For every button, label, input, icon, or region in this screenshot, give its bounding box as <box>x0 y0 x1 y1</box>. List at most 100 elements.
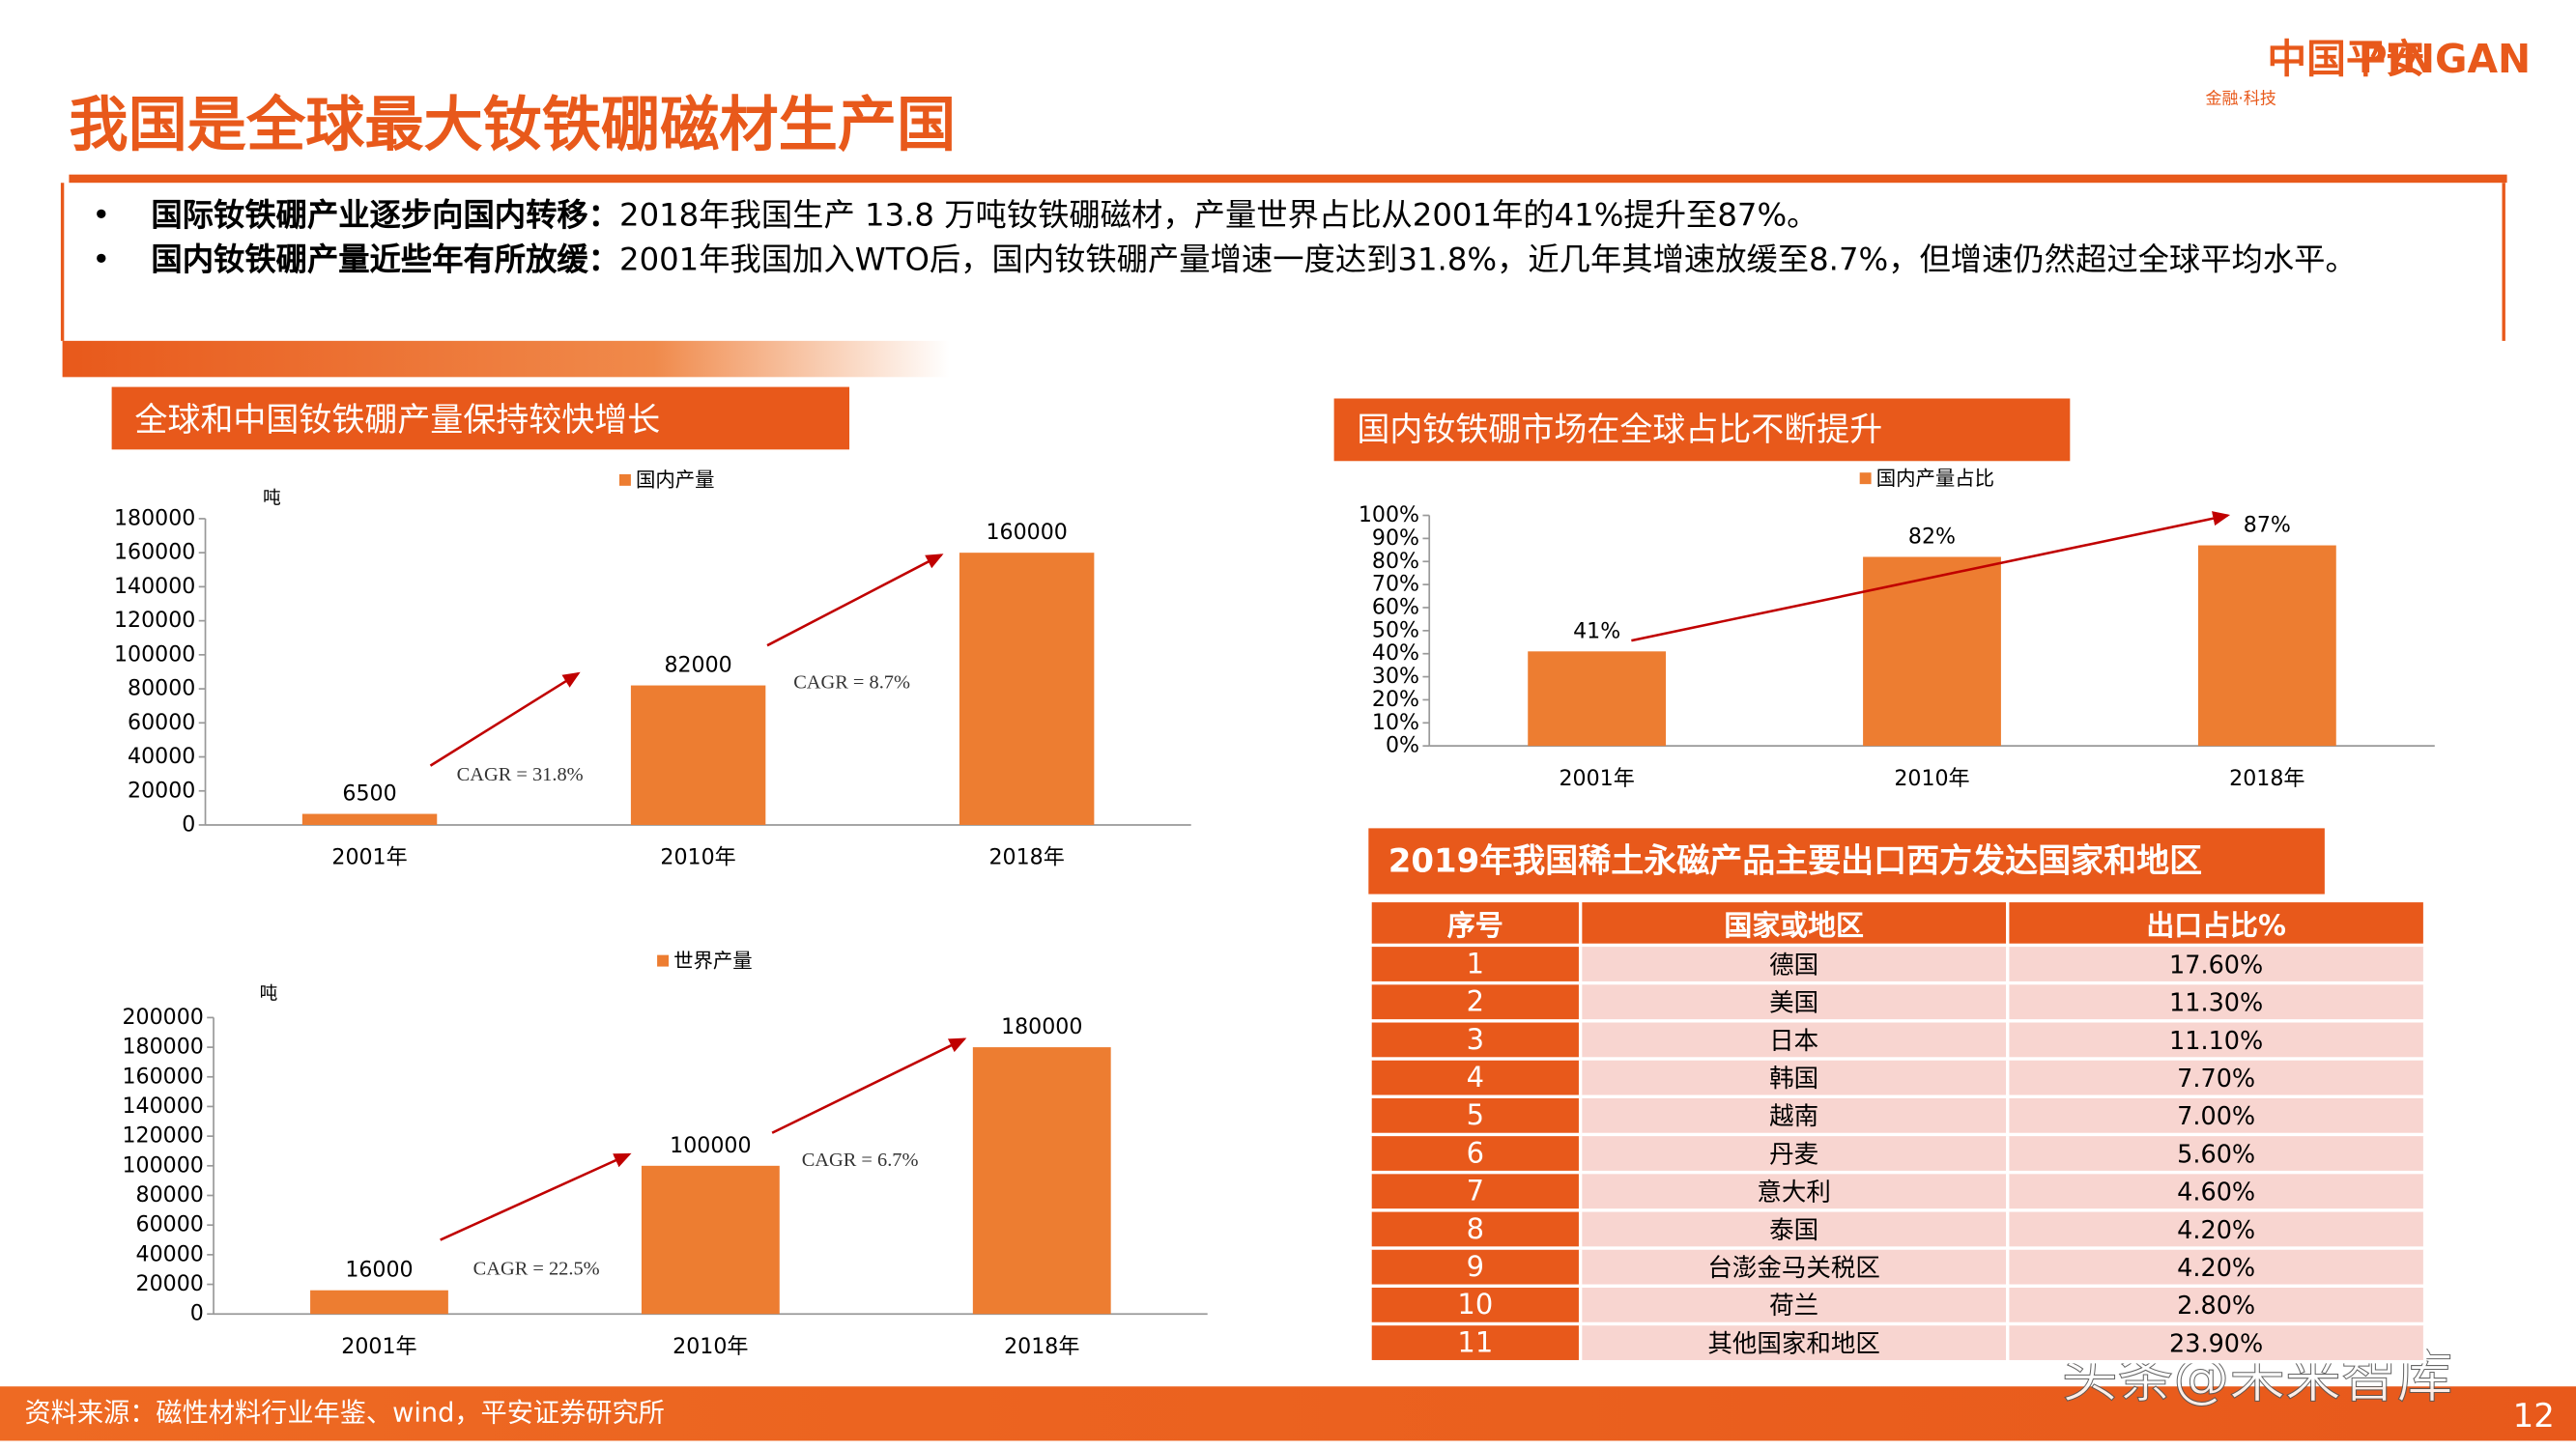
table-cell: 美国 <box>1578 980 2010 1023</box>
table-row: 3 日本 11.10% <box>1368 1019 2427 1061</box>
table-row: 11 其他国家和地区 23.90% <box>1368 1321 2427 1364</box>
cagr-annotation: CAGR = 31.8% <box>457 764 584 785</box>
y-tick-label: 60000 <box>136 1212 204 1237</box>
table-cell: 2 <box>1368 980 1583 1023</box>
table-cell: 11.10% <box>2006 1019 2427 1061</box>
page-title: 我国是全球最大钕铁硼磁材生产国 <box>69 90 956 159</box>
value-label: 16000 <box>345 1258 413 1283</box>
table-cell: 越南 <box>1578 1094 2010 1137</box>
bullet-lead: 国内钕铁硼产量近些年有所放缓： <box>151 242 620 279</box>
logo-tagline: 金融·科技 <box>2205 89 2275 108</box>
bullet-lead: 国际钕铁硼产业逐步向国内转移： <box>151 197 620 235</box>
y-tick-label: 20000 <box>128 778 195 803</box>
y-tick-label: 20000 <box>136 1271 204 1296</box>
legend-swatch <box>657 954 670 967</box>
x-tick-label: 2001年 <box>1559 766 1634 791</box>
table-cell: 11.30% <box>2006 980 2427 1023</box>
y-tick-label: 80000 <box>136 1182 204 1208</box>
bar <box>959 553 1095 825</box>
table-cell: 意大利 <box>1578 1170 2010 1212</box>
y-tick-label: 100% <box>1359 502 1419 527</box>
value-label: 82% <box>1908 525 1956 550</box>
table-cell: 1 <box>1368 943 1583 985</box>
section-banner <box>1333 398 2071 462</box>
table-cell: 7 <box>1368 1170 1583 1212</box>
table-cell: 23.90% <box>2006 1321 2427 1364</box>
trend-arrow <box>429 671 581 767</box>
y-tick-label: 40000 <box>128 744 195 769</box>
logo-name: 中国平安 <box>2267 36 2424 82</box>
y-tick-label: 0% <box>1386 733 1419 758</box>
table-header-row: 序号 国家或地区 出口占比% <box>1368 898 2427 948</box>
x-tick-label: 2018年 <box>988 845 1064 870</box>
y-tick-label: 140000 <box>114 574 195 599</box>
table-row: 10 荷兰 2.80% <box>1368 1284 2427 1326</box>
table-cell: 11 <box>1368 1321 1583 1364</box>
y-tick-label: 80% <box>1372 549 1419 574</box>
bar <box>301 813 438 825</box>
page-number: 12 <box>2513 1397 2555 1435</box>
table-row: 5 越南 7.00% <box>1368 1094 2427 1137</box>
table-cell: 6 <box>1368 1132 1583 1175</box>
y-tick-label: 0 <box>182 811 195 837</box>
table-cell: 7.00% <box>2006 1094 2427 1137</box>
bullet-item: 国内钕铁硼产量近些年有所放缓：2001年我国加入WTO后，国内钕铁硼产量增速一度… <box>85 239 2467 283</box>
table-cell: 7.70% <box>2006 1057 2427 1098</box>
unit-label: 吨 <box>263 489 281 509</box>
x-tick-label: 2010年 <box>1894 766 1969 791</box>
table-cell: 泰国 <box>1578 1208 2010 1250</box>
table-row: 7 意大利 4.60% <box>1368 1170 2427 1212</box>
x-tick-label: 2018年 <box>2229 766 2304 791</box>
unit-label: 吨 <box>260 984 278 1005</box>
bullets: 国际钕铁硼产业逐步向国内转移：2018年我国生产 13.8 万吨钕铁硼磁材，产量… <box>85 194 2467 283</box>
value-label: 6500 <box>342 781 396 807</box>
table-cell: 4.20% <box>2006 1208 2427 1250</box>
y-tick-label: 30% <box>1372 664 1419 689</box>
table-cell: 台澎金马关税区 <box>1578 1246 2010 1288</box>
table-cell: 17.60% <box>2006 943 2427 985</box>
y-tick-label: 120000 <box>114 608 195 633</box>
bullet-box <box>60 183 2505 341</box>
bullet-text: 2001年我国加入WTO后，国内钕铁硼产量增速一度达到31.8%，近几年其增速放… <box>619 242 2357 279</box>
value-label: 82000 <box>664 653 731 678</box>
table-cell: 5 <box>1368 1094 1583 1137</box>
table-title: 2019年我国稀土永磁产品主要出口西方发达国家和地区 <box>1388 842 2202 881</box>
export-table: 序号 国家或地区 出口占比% 1 德国 17.60% 2 美国 11.30% 3 日本 11.10% 4… <box>1368 898 2427 1364</box>
x-tick-label: 2010年 <box>673 1334 748 1359</box>
title-rule <box>69 174 2507 184</box>
x-tick-label: 2010年 <box>660 845 735 870</box>
table-cell: 4 <box>1368 1057 1583 1098</box>
table-cell: 3 <box>1368 1019 1583 1061</box>
value-label: 100000 <box>670 1133 751 1158</box>
bullet-item: 国际钕铁硼产业逐步向国内转移：2018年我国生产 13.8 万吨钕铁硼磁材，产量… <box>85 194 2467 239</box>
table-cell: 4.60% <box>2006 1170 2427 1212</box>
y-tick-label: 70% <box>1372 572 1419 597</box>
table-header: 出口占比% <box>2006 898 2427 948</box>
table-row: 8 泰国 4.20% <box>1368 1208 2427 1250</box>
y-tick-label: 0 <box>190 1301 204 1326</box>
y-tick-label: 100000 <box>122 1152 203 1178</box>
y-tick-label: 60% <box>1372 594 1419 619</box>
footer-source: 资料来源：磁性材料行业年鉴、wind，平安证券研究所 <box>25 1399 665 1429</box>
cagr-annotation: CAGR = 6.7% <box>802 1150 919 1171</box>
logo-latin: PINGAN <box>2359 36 2531 82</box>
table-row: 4 韩国 7.70% <box>1368 1057 2427 1098</box>
y-tick-label: 180000 <box>122 1035 203 1060</box>
table-cell: 8 <box>1368 1208 1583 1250</box>
table-cell: 其他国家和地区 <box>1578 1321 2010 1364</box>
table-row: 1 德国 17.60% <box>1368 943 2427 985</box>
table-row: 2 美国 11.30% <box>1368 980 2427 1023</box>
bar <box>630 685 766 825</box>
y-tick-label: 180000 <box>114 505 195 530</box>
bullet-text: 2018年我国生产 13.8 万吨钕铁硼磁材，产量世界占比从2001年的41%提… <box>619 197 1818 235</box>
trend-arrow <box>1631 511 2231 642</box>
section-banner <box>111 386 850 450</box>
y-tick-label: 200000 <box>122 1005 203 1030</box>
footer-bar <box>0 1386 2576 1441</box>
y-tick-label: 40000 <box>136 1241 204 1266</box>
y-tick-label: 140000 <box>122 1094 203 1119</box>
y-tick-label: 80000 <box>128 676 195 701</box>
